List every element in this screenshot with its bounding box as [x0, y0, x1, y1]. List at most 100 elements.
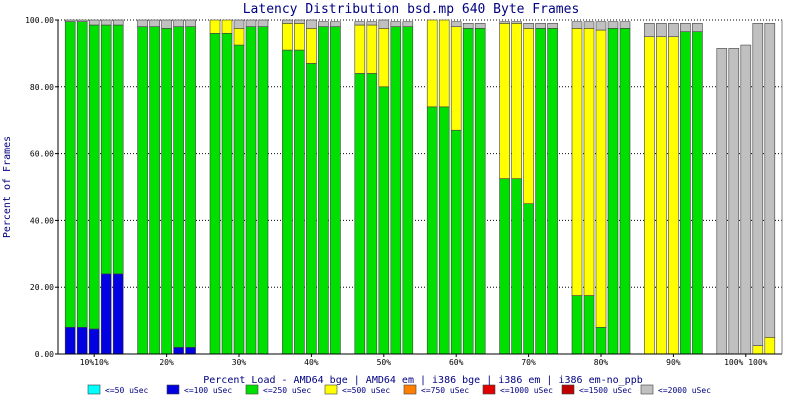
bars — [64, 19, 776, 355]
bar-segment — [426, 19, 438, 108]
bar-segment — [282, 23, 293, 51]
bar-segment — [161, 19, 172, 29]
bar-segment — [644, 36, 655, 355]
legend: <=50 uSec <=100 uSec <=250 uSec <=500 uSec <… — [87, 384, 711, 395]
bar-segment — [668, 36, 679, 355]
bar-segment — [619, 21, 631, 29]
bar-segment — [366, 73, 378, 355]
bar-segment — [668, 23, 679, 37]
bar-segment — [366, 24, 378, 74]
bar-segment — [511, 23, 522, 179]
bar-segment — [306, 19, 317, 29]
bar-segment — [221, 33, 233, 355]
bar-segment — [330, 21, 341, 27]
bar-segment — [426, 106, 438, 355]
bar-segment — [257, 19, 269, 27]
y-ticks: 0.00 20.00 40.00 60.00 80.00 100.00 — [25, 16, 58, 359]
bar-segment — [462, 28, 474, 355]
bar-segment — [595, 326, 607, 355]
bar-segment — [390, 26, 402, 355]
bar-segment — [511, 178, 522, 355]
bar-segment — [511, 21, 522, 24]
bar-segment — [137, 19, 148, 27]
bar-segment — [149, 26, 160, 355]
bar-segment — [607, 28, 619, 355]
bar-segment — [112, 24, 124, 275]
bar-segment — [100, 273, 112, 355]
bar-segment — [716, 48, 728, 355]
y-tick-label: 0.00 — [35, 350, 54, 359]
bar-segment — [100, 19, 112, 26]
plot-frame — [57, 20, 783, 355]
bar-segment — [294, 23, 305, 51]
bar-segment — [76, 21, 88, 328]
bar-segment — [378, 28, 390, 88]
bar-segment — [571, 21, 583, 29]
bar-segment — [64, 19, 76, 22]
bar-segment — [354, 24, 366, 74]
bar-segment — [680, 23, 691, 32]
bar-segment — [450, 21, 462, 27]
bar-segment — [583, 295, 595, 355]
bar-segment — [607, 21, 619, 29]
bar-segment — [354, 21, 366, 26]
x-tick-label: 100% 100% — [724, 358, 768, 367]
bar-segment — [173, 26, 184, 348]
bar-segment — [112, 19, 124, 26]
bar-segment — [209, 33, 221, 355]
legend-label: <=2000 uSec — [658, 386, 711, 395]
bar-segment — [76, 19, 88, 22]
bar-segment — [474, 28, 486, 355]
bar-segment — [88, 24, 100, 330]
y-tick-label: 100.00 — [25, 16, 54, 25]
legend-label: <=250 uSec — [263, 386, 311, 395]
bar-segment — [161, 28, 172, 355]
bar-segment — [499, 21, 510, 24]
bar-segment — [474, 23, 486, 29]
x-tick-label: 10%10% — [80, 358, 109, 367]
bar-segment — [450, 129, 462, 355]
bar-segment — [245, 26, 257, 355]
bar-segment — [185, 26, 196, 348]
bar-segment — [88, 19, 100, 26]
legend-swatch — [482, 384, 496, 395]
bar-segment — [656, 23, 667, 37]
bar-segment — [450, 26, 462, 131]
x-tick-label: 70% — [521, 358, 536, 367]
bar-segment — [595, 21, 607, 31]
bar-segment — [740, 44, 752, 355]
bar-segment — [752, 345, 764, 355]
bar-segment — [523, 28, 534, 205]
bar-segment — [76, 326, 88, 355]
bar-segment — [318, 21, 329, 27]
x-axis-label: Percent Load - AMD64 bge | AMD64 em | i3… — [203, 375, 643, 386]
x-tick-label: 80% — [594, 358, 609, 367]
bar-segment — [330, 26, 341, 355]
bar-segment — [306, 28, 317, 64]
bar-segment — [137, 26, 148, 355]
bar-segment — [752, 23, 764, 346]
bar-segment — [764, 336, 776, 355]
bar-segment — [282, 19, 293, 24]
bar-segment — [438, 106, 450, 355]
bar-segment — [100, 24, 112, 275]
bar-segment — [64, 326, 76, 355]
bar-segment — [88, 328, 100, 355]
bar-segment — [644, 23, 655, 37]
bar-segment — [233, 28, 245, 46]
legend-swatch — [561, 384, 575, 395]
x-tick-label: 50% — [377, 358, 392, 367]
legend-swatch — [640, 384, 654, 395]
bar-segment — [438, 19, 450, 108]
bar-segment — [294, 19, 305, 24]
bar-segment — [402, 26, 414, 355]
bar-segment — [233, 19, 245, 29]
bar-segment — [402, 21, 414, 27]
bar-segment — [547, 28, 558, 355]
y-tick-label: 80.00 — [30, 83, 54, 92]
bar-segment — [571, 28, 583, 296]
legend-swatch — [324, 384, 338, 395]
bar-segment — [282, 49, 293, 355]
x-tick-label: 30% — [232, 358, 247, 367]
